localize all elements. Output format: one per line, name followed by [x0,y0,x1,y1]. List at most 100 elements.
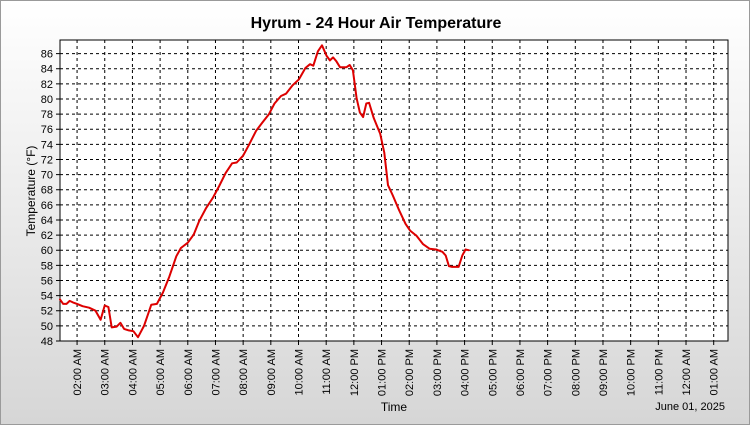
data-point [346,66,348,68]
y-tick-label: 60 [41,245,53,257]
data-point [72,301,74,303]
y-tick-label: 78 [41,109,53,121]
y-tick-label: 64 [41,215,53,227]
data-point [249,143,251,145]
x-tick-label: 07:00 AM [210,349,222,395]
data-point [168,276,170,278]
y-tick-label: 72 [41,154,53,166]
data-point [82,305,84,307]
data-point [104,305,106,307]
x-tick-label: 12:00 PM [349,349,361,396]
x-tick-label: 04:00 AM [127,349,139,395]
plot-border [59,39,729,342]
data-point [392,194,394,196]
data-point [218,185,220,187]
data-point [365,103,367,105]
data-point [321,44,323,46]
data-point [212,197,214,199]
data-point [262,121,264,123]
data-point [405,223,407,225]
y-tick-label: 68 [41,185,53,197]
data-point [409,230,411,232]
data-point [95,310,97,312]
x-tick-label: 05:00 AM [155,349,167,395]
x-tick-label: 12:00 AM [681,349,693,395]
chart-title: Hyrum - 24 Hour Air Temperature [251,15,502,32]
data-point [379,133,381,135]
data-point [465,249,467,251]
series-layer [59,44,470,339]
data-point [123,328,125,330]
data-point [373,117,375,119]
y-tick-label: 74 [41,139,53,151]
data-point [383,152,385,154]
data-point [292,84,294,86]
data-point [329,59,331,61]
data-point [326,55,328,57]
data-point [448,265,450,267]
data-point [59,298,61,300]
x-tick-label: 10:00 AM [294,349,306,395]
data-point [132,330,134,332]
y-tick-label: 56 [41,275,53,287]
data-point [285,93,287,95]
data-point [451,266,453,268]
data-point [332,56,334,58]
data-point [100,319,102,321]
x-tick-label: 06:00 AM [183,349,195,395]
data-point [356,97,358,99]
y-tick-label: 62 [41,230,53,242]
temperature-line [59,44,470,339]
x-tick-label: 03:00 AM [100,349,112,395]
plot-area [60,40,728,341]
x-tick-label: 01:00 AM [709,349,721,395]
y-tick-label: 82 [41,79,53,91]
data-point [312,65,314,67]
x-tick-label: 11:00 PM [653,349,665,395]
y-tick-label: 84 [41,64,53,76]
x-tick-label: 08:00 AM [238,349,250,395]
data-point [317,50,319,52]
x-tick-label: 03:00 PM [432,349,444,396]
data-point [76,303,78,305]
data-point [458,266,460,268]
data-point [255,130,257,132]
data-point [236,162,238,164]
data-point [268,113,270,115]
data-point [150,304,152,306]
y-tick-label: 54 [41,291,53,303]
data-point [107,306,109,308]
y-tick-label: 66 [41,200,53,212]
data-point [309,63,311,65]
data-point [339,66,341,68]
data-point [187,242,189,244]
data-point [137,336,139,338]
data-point [416,235,418,237]
data-point [461,255,463,257]
data-point [280,95,282,97]
x-tick-label: 02:00 AM [72,349,84,395]
x-tick-label: 01:00 PM [377,349,389,396]
data-point [69,300,71,302]
data-point [435,249,437,251]
data-point [387,184,389,186]
y-axis: 48 50 52 54 56 58 60 62 64 66 68 70 72 74 76 78 80 82 84 86 [41,49,60,348]
data-point [111,326,113,328]
grid [60,40,728,341]
x-tick-label: 08:00 PM [570,349,582,396]
data-point [298,78,300,80]
data-point [359,112,361,114]
data-point [242,155,244,157]
data-point [198,220,200,222]
data-point [445,255,447,257]
x-axis: 02:00 AM 03:00 AM 04:00 AM 05:00 AM 06:00 AM… [72,341,721,396]
data-point [368,102,370,104]
data-point [143,325,145,327]
data-point [304,67,306,69]
data-point [205,207,207,209]
data-point [66,303,68,305]
x-tick-label: 11:00 AM [321,349,333,395]
data-point [422,243,424,245]
data-point [468,249,470,251]
